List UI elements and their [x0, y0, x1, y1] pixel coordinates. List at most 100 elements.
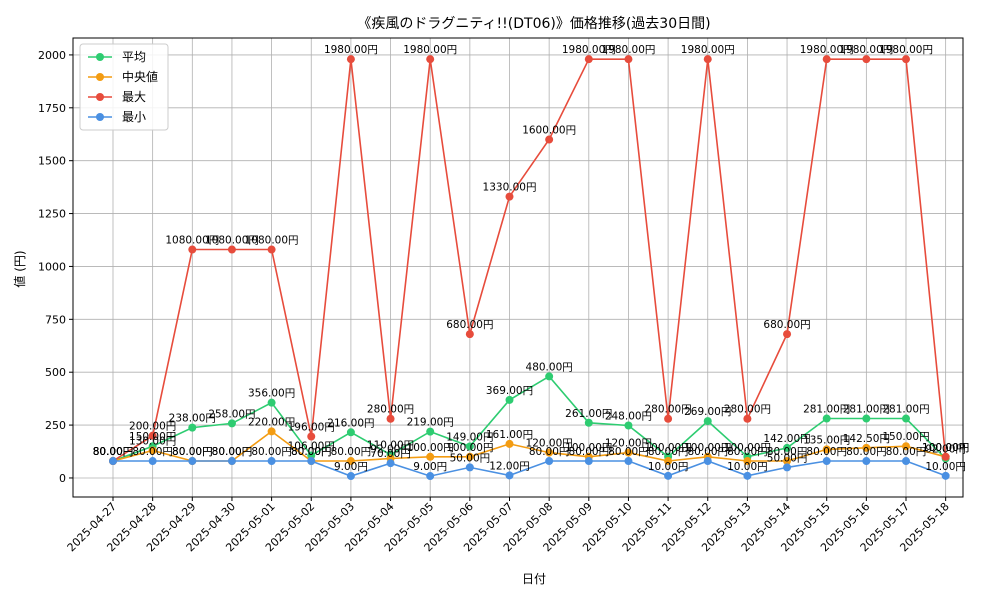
data-point: [505, 192, 514, 201]
y-tick-label: 1750: [38, 102, 66, 115]
y-tick-label: 250: [45, 419, 66, 432]
data-point: [545, 372, 554, 381]
data-label: 100.00円: [922, 442, 969, 454]
data-point: [584, 55, 593, 64]
data-label: 281.00円: [882, 404, 929, 416]
data-point: [624, 448, 633, 457]
data-point: [584, 418, 593, 427]
data-label: 80.00円: [687, 446, 728, 458]
data-point: [188, 245, 197, 254]
data-point: [465, 463, 474, 472]
data-label: 1980.00円: [879, 44, 933, 56]
data-label: 80.00円: [608, 446, 649, 458]
data-label: 100.00円: [407, 442, 454, 454]
data-label: 80.00円: [132, 446, 173, 458]
series-line: [112, 430, 946, 462]
data-point: [941, 471, 950, 480]
data-label: 92.00円: [925, 444, 966, 456]
data-label: 1980.00円: [839, 44, 893, 56]
data-label: 80.00円: [767, 446, 808, 458]
data-point: [505, 439, 514, 448]
data-point: [188, 423, 197, 432]
data-point: [109, 457, 117, 466]
data-point: [902, 442, 910, 451]
data-point: [505, 471, 514, 480]
data-label: 100.00円: [922, 442, 969, 454]
data-point: [346, 55, 355, 64]
data-label: 248.00円: [605, 411, 652, 423]
data-label: 100.00円: [565, 442, 612, 454]
data-point: [545, 448, 554, 457]
data-label: 281.00円: [803, 404, 850, 416]
data-label: 1330.00円: [483, 182, 537, 194]
data-label: 130.00円: [129, 435, 176, 447]
data-label: 106.00円: [288, 441, 335, 453]
legend-swatch-marker: [96, 93, 104, 101]
data-label: 80.00円: [569, 446, 610, 458]
data-point: [624, 457, 633, 466]
y-tick-label: 1500: [38, 155, 66, 168]
plot-area: [72, 37, 964, 498]
data-label: 100.00円: [446, 442, 493, 454]
data-label: 356.00円: [248, 388, 295, 400]
data-label: 150.00円: [882, 431, 929, 443]
data-point: [148, 431, 157, 440]
legend-swatch-marker: [96, 73, 104, 81]
data-label: 80.00円: [648, 446, 689, 458]
data-point: [902, 414, 910, 423]
data-label: 9.00円: [413, 461, 447, 473]
y-tick-label: 750: [45, 313, 66, 326]
series-3: [109, 457, 950, 481]
y-tick-label: 500: [45, 366, 66, 379]
data-label: 80.00円: [291, 446, 332, 458]
legend-swatch-marker: [96, 53, 104, 61]
data-point: [426, 427, 435, 436]
data-label: 80.00円: [212, 446, 253, 458]
data-label: 280.00円: [724, 404, 771, 416]
x-axis-label: 日付: [522, 572, 546, 586]
data-label: 220.00円: [248, 416, 295, 428]
legend-box: [79, 43, 169, 131]
y-tick-label: 1000: [38, 260, 66, 273]
legend-entry: 平均: [122, 50, 146, 64]
data-label: 92.00円: [370, 444, 411, 456]
data-point: [703, 457, 712, 466]
data-label: 80.00円: [212, 446, 253, 458]
data-label: 135.00円: [803, 434, 850, 446]
data-point: [822, 55, 831, 64]
data-point: [426, 452, 435, 461]
series-2: [109, 55, 950, 466]
data-label: 216.00円: [327, 417, 374, 429]
data-label: 1980.00円: [601, 44, 655, 56]
data-label: 100.00円: [644, 442, 691, 454]
data-point: [862, 443, 871, 452]
data-label: 80.00円: [251, 446, 292, 458]
data-label: 80.00円: [529, 446, 570, 458]
legend-entry: 最大: [122, 90, 146, 104]
data-point: [346, 457, 355, 466]
data-label: 100.00円: [724, 442, 771, 454]
y-tick-label: 0: [59, 472, 66, 485]
data-point: [584, 457, 593, 466]
data-point: [783, 463, 792, 472]
data-label: 9.00円: [334, 461, 368, 473]
data-label: 10.00円: [925, 461, 966, 473]
data-label: 80.00円: [806, 446, 847, 458]
data-point: [505, 395, 514, 404]
data-point: [188, 457, 197, 466]
data-label: 269.00円: [684, 406, 731, 418]
series-line: [112, 375, 947, 462]
data-label: 50.00円: [450, 452, 491, 464]
data-label: 281.00円: [843, 404, 890, 416]
series-lines: [109, 55, 950, 481]
data-point: [267, 457, 276, 466]
data-point: [307, 451, 316, 460]
y-axis-label: 値 (円): [12, 250, 27, 287]
data-label: 238.00円: [169, 413, 216, 425]
grid: [73, 38, 963, 497]
data-label: 142.00円: [763, 433, 810, 445]
data-label: 1080.00円: [245, 235, 299, 247]
data-label: 80.00円: [846, 446, 887, 458]
